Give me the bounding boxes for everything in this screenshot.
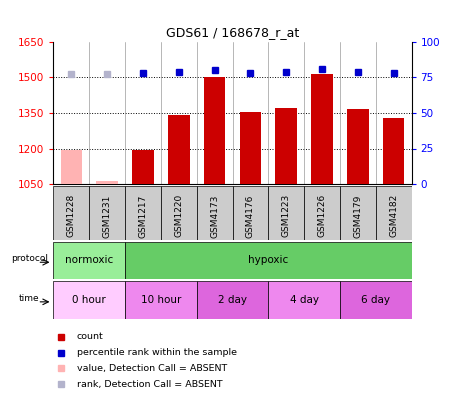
Text: GSM1231: GSM1231 xyxy=(103,194,112,238)
Text: 4 day: 4 day xyxy=(290,295,319,305)
Bar xyxy=(125,242,412,279)
Bar xyxy=(53,281,125,319)
Bar xyxy=(53,186,89,240)
Bar xyxy=(347,109,369,184)
Bar xyxy=(232,186,268,240)
Text: GSM4179: GSM4179 xyxy=(353,194,362,238)
Text: protocol: protocol xyxy=(11,254,48,263)
Bar xyxy=(161,186,197,240)
Text: 10 hour: 10 hour xyxy=(141,295,181,305)
Title: GDS61 / 168678_r_at: GDS61 / 168678_r_at xyxy=(166,26,299,39)
Text: GSM1223: GSM1223 xyxy=(282,194,291,237)
Bar xyxy=(53,242,125,279)
Bar xyxy=(197,281,268,319)
Text: rank, Detection Call = ABSENT: rank, Detection Call = ABSENT xyxy=(77,380,222,389)
Text: GSM1220: GSM1220 xyxy=(174,194,183,237)
Text: 6 day: 6 day xyxy=(361,295,390,305)
Bar xyxy=(383,118,405,184)
Text: GSM1217: GSM1217 xyxy=(139,194,147,238)
Text: GSM4173: GSM4173 xyxy=(210,194,219,238)
Text: 0 hour: 0 hour xyxy=(73,295,106,305)
Text: time: time xyxy=(19,293,40,303)
Bar xyxy=(132,150,154,184)
Bar xyxy=(197,186,232,240)
Bar xyxy=(311,74,333,184)
Text: count: count xyxy=(77,332,104,341)
Bar xyxy=(125,186,161,240)
Bar xyxy=(340,281,412,319)
Text: percentile rank within the sample: percentile rank within the sample xyxy=(77,348,237,357)
Text: GSM4182: GSM4182 xyxy=(389,194,398,237)
Bar xyxy=(96,181,118,184)
Bar xyxy=(268,281,340,319)
Text: value, Detection Call = ABSENT: value, Detection Call = ABSENT xyxy=(77,364,227,373)
Bar xyxy=(168,115,190,184)
Text: normoxic: normoxic xyxy=(65,255,113,265)
Bar xyxy=(376,186,412,240)
Bar xyxy=(60,150,82,184)
Bar xyxy=(204,77,226,184)
Text: GSM1226: GSM1226 xyxy=(318,194,326,237)
Bar xyxy=(239,112,261,184)
Bar xyxy=(275,108,297,184)
Bar xyxy=(268,186,304,240)
Text: GSM4176: GSM4176 xyxy=(246,194,255,238)
Bar xyxy=(125,281,197,319)
Text: GSM1228: GSM1228 xyxy=(67,194,76,237)
Bar xyxy=(304,186,340,240)
Text: 2 day: 2 day xyxy=(218,295,247,305)
Text: hypoxic: hypoxic xyxy=(248,255,288,265)
Bar xyxy=(340,186,376,240)
Bar xyxy=(89,186,125,240)
